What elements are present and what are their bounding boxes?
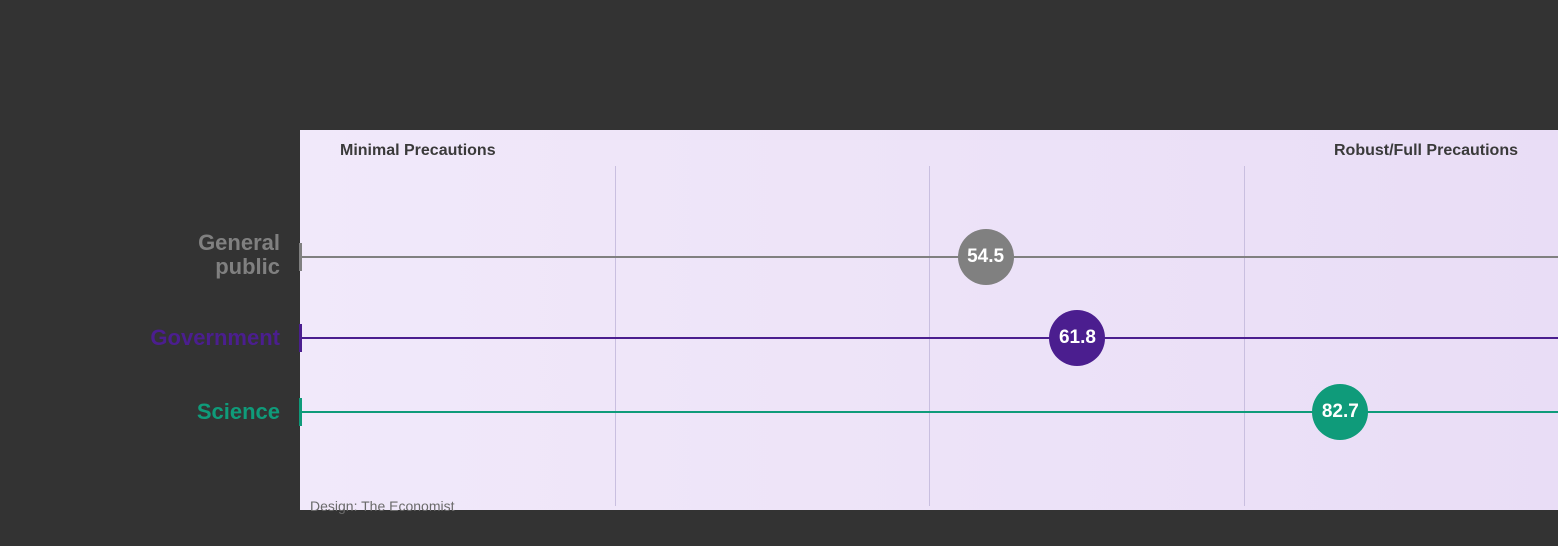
- series-marker: 61.8: [1049, 310, 1105, 366]
- series-label: Generalpublic: [198, 231, 280, 279]
- column-heading-right: Robust/Full Precautions: [1334, 142, 1518, 160]
- series-line: [300, 411, 1558, 413]
- series-tick: [299, 324, 302, 352]
- series-value: 54.5: [967, 246, 1004, 268]
- series-marker: 54.5: [958, 229, 1014, 285]
- series-value: 82.7: [1322, 401, 1359, 423]
- series-labels-column: Generalpublic Government Science: [0, 130, 300, 510]
- series-line: [300, 256, 1558, 258]
- series-label-line: public: [198, 255, 280, 279]
- column-heading-left: Minimal Precautions: [340, 142, 496, 160]
- series-label: Government: [150, 326, 280, 350]
- chart-panel: Minimal Precautions Robust/Full Precautio…: [300, 130, 1558, 510]
- series-label-line: Science: [197, 400, 280, 424]
- series-label-line: Government: [150, 326, 280, 350]
- series-label-line: General: [198, 231, 280, 255]
- series-tick: [299, 243, 302, 271]
- series-value: 61.8: [1059, 327, 1096, 349]
- series-marker: 82.7: [1312, 384, 1368, 440]
- series-label: Science: [197, 400, 280, 424]
- series-tick: [299, 398, 302, 426]
- series-line: [300, 337, 1558, 339]
- chart-footnote: Design: The Economist: [310, 498, 454, 514]
- header-block: [0, 0, 1558, 130]
